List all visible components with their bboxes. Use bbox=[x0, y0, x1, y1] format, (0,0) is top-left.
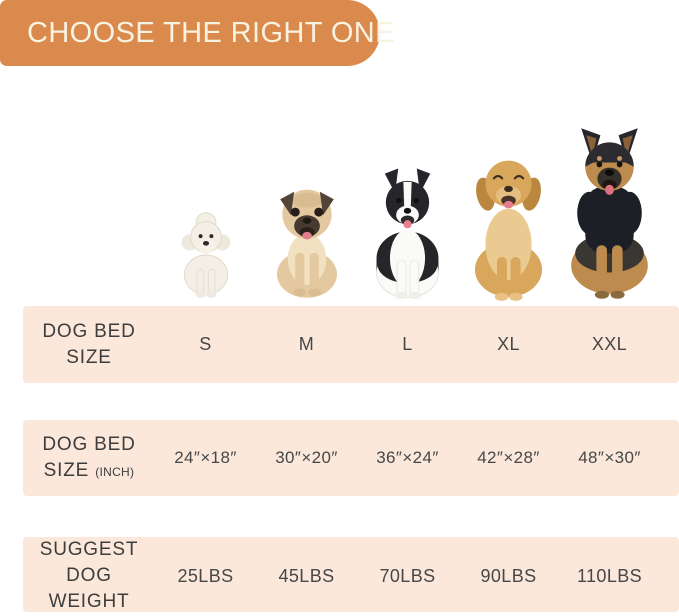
weight-value-s: 25LBS bbox=[177, 565, 234, 586]
golden-retriever-dog-image bbox=[474, 160, 543, 301]
pug-dog-image bbox=[276, 189, 337, 298]
dogs-row bbox=[155, 108, 660, 301]
weight-value-m: 45LBS bbox=[278, 565, 335, 586]
inch-unit-note: (INCH) bbox=[95, 464, 135, 479]
dimension-value-l: 36″×24″ bbox=[376, 448, 439, 467]
size-value-l: L bbox=[402, 334, 413, 354]
dog-cell-s bbox=[155, 210, 256, 300]
dog-cell-m bbox=[256, 182, 357, 300]
dog-cell-xxl bbox=[559, 126, 660, 300]
bed-dimension-row-label: DOG BED SIZE (INCH) bbox=[42, 433, 136, 481]
dog-cell-l bbox=[357, 165, 458, 300]
size-value-xxl: XXL bbox=[591, 334, 628, 354]
weight-value-xl: 90LBS bbox=[480, 565, 537, 586]
poodle-dog-image bbox=[181, 212, 230, 298]
border-collie-dog-image bbox=[376, 168, 439, 300]
bed-dimension-row: DOG BED SIZE (INCH) 24″×18″ 30″×20″ 36″×… bbox=[23, 420, 679, 496]
size-value-xl: XL bbox=[497, 334, 520, 354]
dimension-value-xxl: 48″×30″ bbox=[578, 448, 641, 467]
size-value-m: M bbox=[298, 334, 315, 354]
weight-value-xxl: 110LBS bbox=[576, 565, 643, 586]
page-title: CHOOSE THE RIGHT ONE bbox=[27, 16, 395, 49]
dog-weight-row-label: SUGGEST DOG WEIGHT bbox=[39, 539, 139, 612]
german-shepherd-dog-image bbox=[571, 128, 648, 299]
dimension-value-m: 30″×20″ bbox=[275, 448, 338, 467]
weight-value-l: 70LBS bbox=[379, 565, 436, 586]
dog-weight-row: SUGGEST DOG WEIGHT 25LBS 45LBS 70LBS 90L… bbox=[23, 537, 679, 612]
bed-size-row-label: DOG BED SIZE bbox=[42, 320, 136, 368]
dog-cell-xl bbox=[458, 148, 559, 301]
bed-size-row: DOG BED SIZE S M L XL XXL bbox=[23, 306, 679, 383]
dimension-value-s: 24″×18″ bbox=[174, 448, 237, 467]
dimension-value-xl: 42″×28″ bbox=[477, 448, 540, 467]
size-value-s: S bbox=[199, 334, 212, 354]
header-banner: CHOOSE THE RIGHT ONE bbox=[0, 0, 394, 66]
